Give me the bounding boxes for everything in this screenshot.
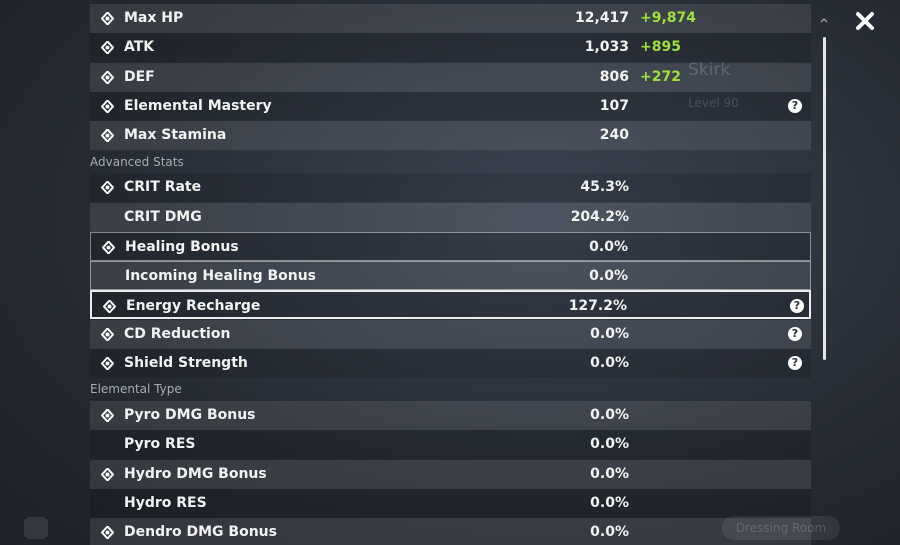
stat-row[interactable]: Pyro RES 0.0% [90,430,811,460]
stat-label: Energy Recharge [126,298,261,315]
stat-row[interactable]: CD Reduction 0.0%? [90,319,811,349]
close-button[interactable] [856,12,874,30]
stat-label: ATK [124,39,155,56]
stat-icon [101,327,114,341]
stat-icon [101,70,114,84]
stat-value: 1,033 [584,39,629,56]
stat-label: Hydro RES [124,494,207,511]
section-title: Advanced Stats [90,154,184,169]
stat-row[interactable]: Incoming Healing Bonus 0.0% [90,261,811,291]
dressing-room-button[interactable]: Dressing Room [722,516,840,540]
stat-icon [102,240,115,254]
stat-label: CRIT DMG [124,208,202,225]
stat-row[interactable]: CRIT DMG 204.2% [90,202,811,232]
help-button[interactable]: ? [788,356,802,370]
stat-icon [101,41,114,55]
stat-value: 127.2% [568,298,627,315]
stat-row[interactable]: Hydro DMG Bonus 0.0% [90,459,811,489]
stat-row[interactable]: Healing Bonus 0.0% [90,231,811,261]
stat-label: Incoming Healing Bonus [125,268,317,285]
stat-value: 0.0% [590,436,629,453]
stat-icon [101,99,114,113]
bg-character-name: Skirk [688,60,731,80]
stat-label: Max HP [124,10,184,26]
stat-icon [101,409,114,422]
stat-label: CD Reduction [124,325,231,342]
menu-button[interactable] [24,517,48,539]
stat-value: 12,417 [574,10,629,26]
stat-value: 0.0% [590,325,629,342]
stat-row[interactable]: Pyro DMG Bonus 0.0% [90,401,811,430]
stat-row[interactable]: DEF 806 +272 [90,62,811,92]
stat-bonus: +272 [640,68,681,85]
stat-label: Pyro RES [124,436,196,453]
stat-row[interactable]: CRIT Rate 45.3% [90,173,811,203]
stat-label: Shield Strength [124,355,248,371]
stat-label: Max Stamina [124,127,227,144]
stat-row[interactable]: Hydro RES 0.0% [90,488,811,518]
stat-value: 0.0% [589,238,628,255]
stat-row[interactable]: Elemental Mastery 107? [90,91,811,121]
stat-label: Pyro DMG Bonus [124,407,256,423]
bg-level: Level 90 [688,96,739,110]
stat-value: 45.3% [580,179,629,196]
stat-value: 0.0% [590,524,629,541]
stat-row[interactable]: ATK 1,033 +895 [90,33,811,63]
stat-value: 806 [599,68,629,85]
stat-icon [103,300,116,314]
stat-value: 107 [599,97,629,114]
stat-label: CRIT Rate [124,179,202,196]
stat-label: Hydro DMG Bonus [124,465,267,482]
stat-row[interactable]: Shield Strength 0.0%? [90,349,811,378]
stat-value: 0.0% [590,407,629,423]
stat-icon [101,526,114,540]
stat-value: 0.0% [590,465,629,482]
stat-row[interactable]: Dendro DMG Bonus 0.0% [90,518,811,545]
stat-icon [101,129,114,143]
stat-bonus: +895 [640,39,681,56]
stat-value: 0.0% [590,355,629,371]
stat-icon [101,12,114,25]
stat-value: 0.0% [589,268,628,285]
stat-bonus: +9,874 [640,10,697,26]
stat-label: Healing Bonus [125,238,239,255]
help-button[interactable]: ? [788,98,802,113]
stat-value: 204.2% [570,208,629,225]
stat-icon [101,357,114,370]
section-title: Elemental Type [90,382,182,397]
stat-icon [101,181,114,195]
stat-icon [101,467,114,481]
stat-label: Elemental Mastery [124,97,272,114]
stat-row[interactable]: Max HP 12,417 +9,874 [90,4,811,33]
scrollbar[interactable] [823,37,826,360]
stat-row[interactable]: Energy Recharge 127.2%? [90,290,811,320]
scroll-up[interactable] [820,18,828,23]
stat-label: Dendro DMG Bonus [124,524,277,541]
stat-row[interactable]: Max Stamina 240 [90,121,811,151]
stat-value: 240 [599,127,629,144]
stat-label: DEF [124,68,155,85]
stat-value: 0.0% [590,494,629,511]
help-button[interactable]: ? [790,299,804,314]
help-button[interactable]: ? [788,326,802,341]
